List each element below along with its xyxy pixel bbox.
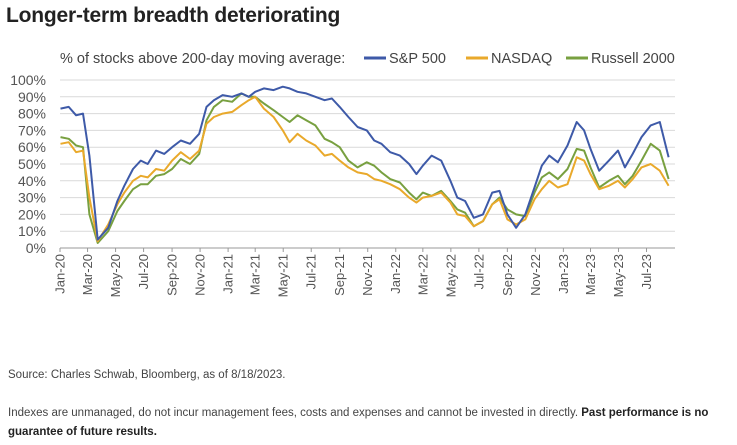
y-tick-label: 70% xyxy=(18,122,46,138)
x-tick-label: Jul-22 xyxy=(471,254,486,289)
x-tick-label: Mar-21 xyxy=(248,254,263,295)
x-tick-label: May-21 xyxy=(276,254,291,297)
y-tick-label: 30% xyxy=(18,190,46,206)
x-tick-label: Nov-20 xyxy=(193,254,208,296)
x-tick-label: Sep-22 xyxy=(500,254,515,296)
x-tick-label: Nov-21 xyxy=(360,254,375,296)
x-tick-label: Jan-20 xyxy=(53,254,68,294)
x-tick-label: Jan-21 xyxy=(221,254,236,294)
x-tick-label: Mar-20 xyxy=(80,254,95,295)
y-tick-label: 20% xyxy=(18,206,46,222)
x-tick-label: Jan-23 xyxy=(556,254,571,294)
disclaimer-note: Indexes are unmanaged, do not incur mana… xyxy=(8,404,736,442)
x-tick-label: Jul-20 xyxy=(136,254,151,289)
y-tick-label: 100% xyxy=(10,72,46,88)
chart-area: 0% 10% 20% 30% 40% 50% 60% 70% 80% 90% 100% Jan-20 M… xyxy=(0,40,737,360)
y-tick-label: 0% xyxy=(26,240,46,256)
x-tick-label: Jul-23 xyxy=(639,254,654,289)
x-tick-label: May-23 xyxy=(611,254,626,297)
legend-title: % of stocks above 200-day moving average… xyxy=(60,51,345,67)
x-tick-label: Jul-21 xyxy=(304,254,319,289)
legend-label: S&P 500 xyxy=(389,51,446,67)
disclaimer-text: Indexes are unmanaged, do not incur mana… xyxy=(8,407,579,419)
series-line-russell-2000 xyxy=(60,92,670,244)
legend-label: NASDAQ xyxy=(491,51,552,67)
line-chart: 0%10%20%30%40%50%60%70%80%90%100% Jan-20 M… xyxy=(10,51,675,297)
series-line-s-p-500 xyxy=(60,85,670,241)
y-tick-label: 40% xyxy=(18,173,46,189)
x-tick-label: May-20 xyxy=(108,254,123,297)
y-tick-label: 50% xyxy=(18,156,46,172)
grid-lines xyxy=(60,79,675,249)
x-tick-label: May-22 xyxy=(443,254,458,297)
x-tick-label: Sep-20 xyxy=(165,254,180,296)
y-tick-label: 60% xyxy=(18,139,46,155)
y-tick-label: 90% xyxy=(18,89,46,105)
x-tick-label: Jan-22 xyxy=(388,254,403,294)
x-tick-label: Mar-23 xyxy=(583,254,598,295)
x-tick-label: Nov-22 xyxy=(528,254,543,296)
x-tick-label: Mar-22 xyxy=(415,254,430,295)
disclaimer-bold: Past performance is no guarantee of futu… xyxy=(8,407,709,438)
y-tick-label: 10% xyxy=(18,223,46,239)
legend-label: Russell 2000 xyxy=(591,51,675,67)
y-tick-label: 80% xyxy=(18,106,46,122)
chart-title: Longer-term breadth deteriorating xyxy=(6,4,341,27)
x-tick-label: Sep-21 xyxy=(332,254,347,296)
source-note: Source: Charles Schwab, Bloomberg, as of… xyxy=(8,369,286,381)
series-line-nasdaq xyxy=(60,95,670,243)
